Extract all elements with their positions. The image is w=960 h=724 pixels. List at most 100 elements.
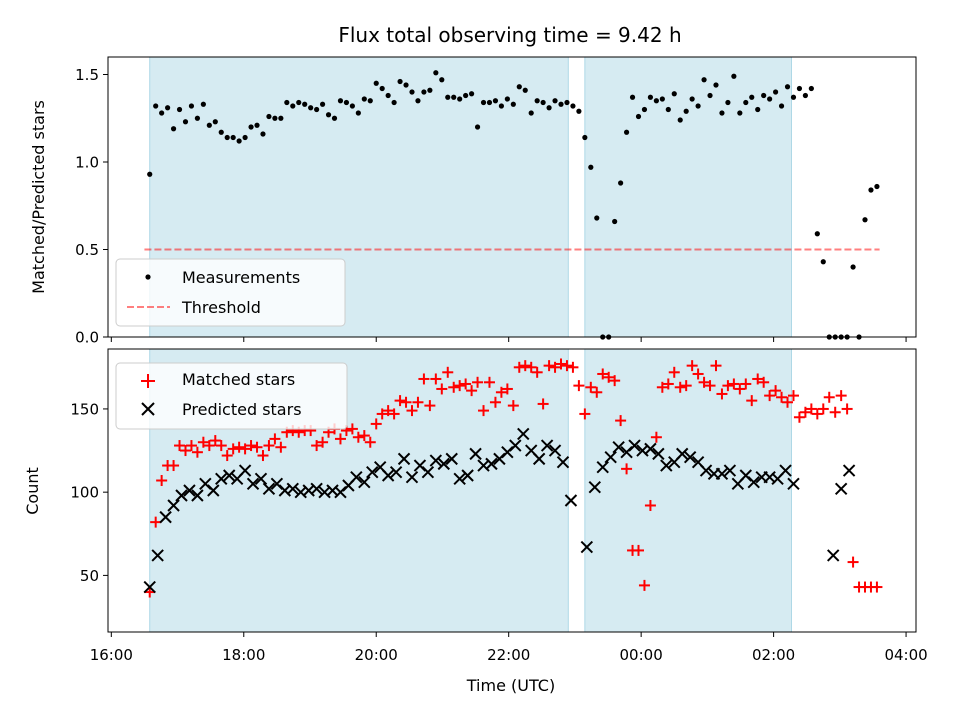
measurement-point: [439, 77, 445, 83]
matched-stars-point: [191, 446, 203, 458]
measurement-point: [772, 89, 779, 95]
matched-stars-point: [483, 376, 495, 388]
matched-stars-point: [591, 386, 603, 398]
measurement-point: [540, 99, 546, 106]
matched-stars-point: [555, 358, 567, 370]
x-tick-label: 16:00: [90, 646, 133, 664]
measurement-point: [647, 94, 654, 100]
predicted-stars-point: [652, 447, 665, 461]
measurement-point: [689, 96, 695, 102]
matched-stars-point: [430, 373, 442, 385]
matched-stars-point: [817, 403, 829, 415]
predicted-stars-point: [389, 465, 403, 479]
measurement-point: [379, 85, 385, 92]
measurement-point: [302, 101, 308, 107]
matched-stars-point: [233, 441, 245, 453]
matched-stars-point: [346, 423, 358, 435]
matched-stars-point: [799, 406, 811, 418]
matched-stars-point: [537, 398, 549, 410]
matched-stars-point: [472, 376, 484, 388]
measurement-point: [266, 113, 272, 120]
predicted-stars-point: [787, 477, 800, 491]
measurement-point: [325, 112, 332, 118]
measurement-point: [242, 134, 248, 141]
measurement-point: [659, 96, 665, 102]
matched-stars-point: [722, 380, 734, 392]
predicted-stars-point: [517, 427, 530, 441]
matched-stars-point: [746, 395, 758, 407]
matched-stars-point: [650, 431, 662, 443]
bottom-y-axis-label: Count: [23, 467, 42, 515]
measurement-point: [778, 103, 785, 109]
measurement-point: [200, 101, 206, 107]
predicted-stars-point: [747, 475, 760, 489]
measurement-point: [850, 264, 856, 270]
predicted-stars-point: [254, 472, 268, 486]
matched-stars-point: [150, 516, 162, 528]
matched-stars-point: [519, 360, 531, 372]
matched-stars-point: [156, 475, 168, 487]
measurement-point: [463, 92, 469, 99]
matched-stars-point: [239, 443, 251, 455]
matched-stars-point: [418, 373, 430, 385]
predicted-stars-point: [262, 482, 276, 496]
measurement-point: [677, 117, 683, 123]
predicted-stars-point: [461, 469, 474, 482]
matched-stars-point: [573, 380, 585, 392]
matched-stars-point: [841, 403, 853, 415]
predicted-stars-point: [207, 484, 220, 497]
matched-stars-point: [823, 391, 835, 403]
predicted-stars-point: [469, 447, 482, 461]
legend-measurements-label: Measurements: [182, 268, 300, 287]
bottom-legend: Matched stars Predicted stars: [115, 362, 348, 430]
measurement-point: [719, 110, 725, 116]
matched-stars-point: [436, 383, 448, 395]
matched-stars-point: [752, 373, 764, 385]
measurement-point: [618, 180, 624, 186]
matched-stars-point: [710, 360, 722, 372]
predicted-stars-point: [358, 475, 371, 489]
matched-stars-point: [668, 366, 680, 378]
measurement-point: [862, 217, 868, 223]
predicted-stars-point: [596, 460, 609, 474]
matched-stars-point: [460, 378, 472, 390]
y-tick-label: 150: [70, 400, 99, 418]
predicted-stars-point: [381, 469, 395, 482]
measurement-point: [248, 124, 254, 130]
matched-stars-point: [495, 386, 507, 398]
measurement-point: [206, 122, 212, 128]
measurement-point: [337, 98, 344, 104]
matched-stars-point: [609, 375, 621, 387]
measurement-point: [767, 96, 773, 102]
matched-stars-point: [174, 440, 186, 452]
measurement-point: [695, 103, 701, 109]
measurement-point: [564, 99, 570, 106]
measurement-point: [278, 115, 284, 121]
matched-stars-point: [489, 396, 501, 408]
x-tick-label: 00:00: [620, 646, 663, 664]
predicted-stars-point: [834, 482, 848, 496]
measurement-point: [522, 87, 528, 93]
measurement-point: [528, 110, 534, 116]
measurement-point: [713, 82, 719, 88]
predicted-stars-point: [421, 465, 435, 479]
measurement-point: [153, 103, 159, 109]
matched-stars-point: [406, 405, 418, 417]
top-legend: Measurements Threshold: [115, 258, 346, 327]
matched-stars-point: [185, 440, 197, 452]
matched-stars-point: [543, 360, 555, 372]
matched-stars-point: [847, 556, 859, 568]
measurement-point: [224, 134, 230, 141]
measurement-point: [552, 98, 558, 104]
x-tick-label: 04:00: [884, 646, 927, 664]
matched-stars-point: [770, 385, 782, 397]
measurement-point: [254, 122, 260, 128]
predicted-stars-point: [453, 472, 466, 486]
measurement-point: [355, 110, 361, 116]
matched-stars-point: [734, 383, 746, 395]
predicted-stars-point: [405, 470, 419, 484]
legend-predicted-marker: [141, 402, 155, 416]
measurement-point: [469, 91, 475, 97]
matched-stars-point: [597, 368, 609, 380]
x-tick-label: 22:00: [487, 646, 530, 664]
